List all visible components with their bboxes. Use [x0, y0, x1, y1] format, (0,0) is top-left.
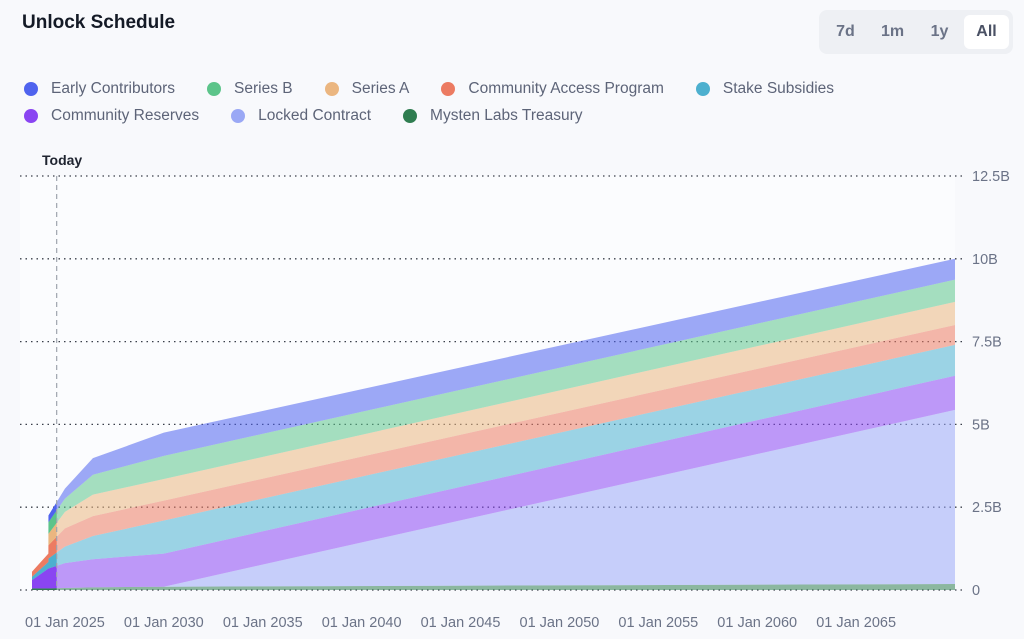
y-tick-label: 10B [972, 252, 998, 268]
x-tick-label: 01 Jan 2060 [717, 615, 797, 631]
legend-label: Locked Contract [258, 106, 372, 124]
area-series-past-series-a [32, 522, 57, 572]
x-tick-label: 01 Jan 2035 [223, 615, 303, 631]
legend-dot-icon [207, 81, 222, 96]
legend-item[interactable]: Stake Subsidies [695, 79, 835, 98]
legend-label: Series B [234, 79, 293, 97]
x-tick-label: 01 Jan 2045 [421, 615, 501, 631]
area-series-past-mysten-labs-treasury [32, 588, 57, 590]
area-series-mysten-labs-treasury [32, 584, 955, 590]
area-series-past-early-contributors [32, 502, 57, 572]
x-tick-label: 01 Jan 2025 [25, 615, 105, 631]
legend-label: Mysten Labs Treasury [430, 106, 583, 124]
area-series-past-series-b [32, 510, 57, 572]
area-series-community-access-program [32, 325, 955, 577]
x-tick-label: 01 Jan 2050 [520, 615, 600, 631]
legend-label: Stake Subsidies [722, 79, 835, 97]
y-tick-label: 0 [972, 583, 980, 599]
legend-item[interactable]: Series A [324, 79, 410, 98]
area-series-early-contributors [32, 258, 955, 572]
area-series-past-community-reserves [32, 565, 57, 589]
y-tick-label: 12.5B [972, 169, 1010, 185]
legend-row: Community Reserves Locked Contract Mysten … [24, 102, 884, 129]
range-all-button[interactable]: All [964, 15, 1009, 49]
legend-dot-icon [24, 81, 38, 96]
range-selector: 7d 1m 1y All [819, 10, 1013, 54]
legend-dot-icon [231, 108, 246, 123]
legend-item[interactable]: Early Contributors [24, 80, 175, 98]
area-series-series-a [32, 301, 955, 572]
range-7d-button[interactable]: 7d [836, 23, 855, 40]
x-tick-label: 01 Jan 2040 [322, 615, 402, 631]
y-tick-label: 2.5B [972, 500, 1002, 516]
area-series-community-reserves [32, 375, 955, 589]
page-title: Unlock Schedule [22, 12, 176, 33]
y-tick-label: 5B [972, 417, 990, 433]
legend-item[interactable]: Community Reserves [24, 107, 199, 125]
legend-dot-icon [441, 81, 456, 96]
area-series-locked-contract [32, 409, 955, 589]
legend-dot-icon [403, 108, 418, 123]
y-tick-label: 7.5B [972, 335, 1002, 351]
x-tick-label: 01 Jan 2065 [816, 615, 896, 631]
area-series-series-b [32, 279, 955, 572]
x-tick-label: 01 Jan 2055 [618, 615, 698, 631]
legend-row: Early Contributors Series B Series A Commun… [24, 75, 884, 102]
legend-dot-icon [695, 81, 710, 96]
legend-label: Community Access Program [468, 79, 664, 97]
x-tick-label: 01 Jan 2030 [124, 615, 204, 631]
legend-label: Community Reserves [51, 106, 200, 124]
range-1m-button[interactable]: 1m [880, 23, 905, 40]
area-series-stake-subsidies [32, 344, 955, 581]
area-series-past-community-access-program [32, 536, 57, 577]
legend-label: Series A [351, 79, 410, 97]
legend-item[interactable]: Mysten Labs Treasury [403, 106, 583, 125]
area-series-past-stake-subsidies [32, 552, 57, 581]
legend-item[interactable]: Locked Contract [231, 107, 371, 125]
legend-item[interactable]: Community Access Program [441, 80, 664, 98]
legend-dot-icon [24, 108, 38, 123]
chart-legend: Early Contributors Series B Series A Commun… [24, 75, 884, 129]
legend-label: Early Contributors [51, 79, 176, 97]
today-label: Today [42, 152, 82, 168]
legend-dot-icon [324, 81, 339, 96]
legend-item[interactable]: Series B [207, 80, 293, 98]
range-1y-button[interactable]: 1y [930, 23, 949, 40]
